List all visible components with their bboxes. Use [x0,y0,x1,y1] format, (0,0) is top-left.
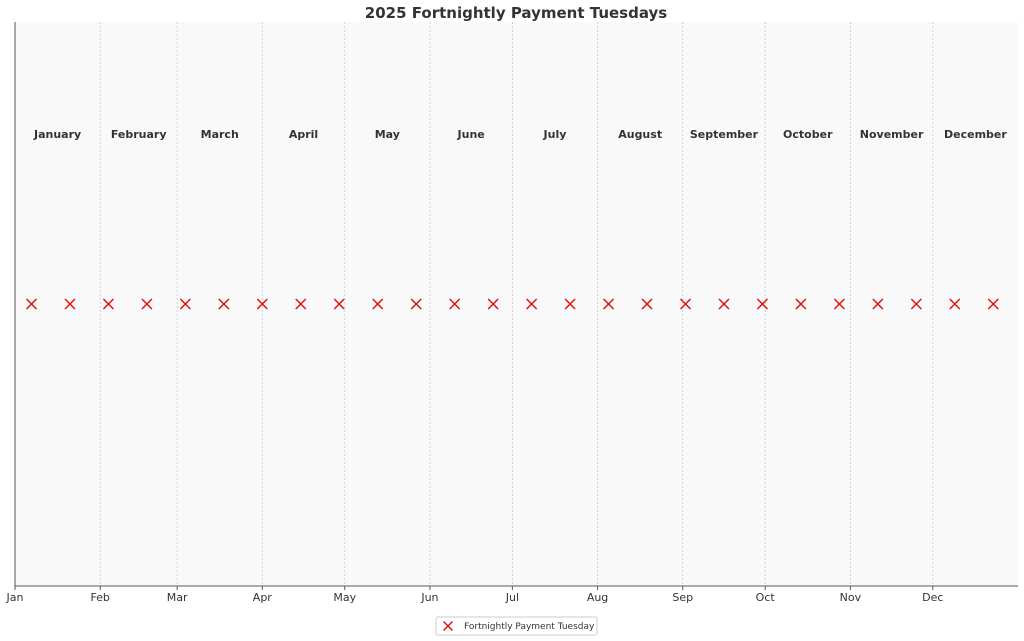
chart-title: 2025 Fortnightly Payment Tuesdays [365,4,667,22]
data-point [526,298,538,310]
data-point [256,298,268,310]
x-tick-label: Jul [505,591,519,604]
data-point [333,298,345,310]
data-point [756,298,768,310]
data-point [603,298,615,310]
x-tick-label: Oct [756,591,776,604]
plot-background [15,22,1018,586]
data-point [64,298,76,310]
month-label: December [944,128,1007,141]
month-label: August [618,128,662,141]
x-tick-label: Nov [840,591,862,604]
data-point [833,298,845,310]
data-point [102,298,114,310]
data-point [795,298,807,310]
data-point [141,298,153,310]
legend: Fortnightly Payment Tuesday [435,616,598,636]
data-point [295,298,307,310]
x-tick-label: Feb [90,591,109,604]
month-label: July [543,128,567,141]
month-label: September [690,128,759,141]
month-label: May [375,128,400,141]
x-axis-ticks: Jan Feb Mar Apr May Jun Jul Aug Sep Oct Nov Dec [6,586,943,604]
data-point [987,298,999,310]
x-tick-label: Apr [253,591,273,604]
month-label: June [457,128,485,141]
data-point [218,298,230,310]
month-label: October [783,128,833,141]
month-label: March [201,128,239,141]
data-point [679,298,692,310]
data-point [910,298,922,310]
month-label: November [860,128,924,141]
data-point [410,298,422,310]
data-point [179,298,191,310]
data-point [25,298,38,310]
legend-box [435,616,598,636]
data-point [564,298,576,310]
data-point [487,298,499,310]
x-tick-label: May [333,591,356,604]
data-point [949,298,961,310]
x-tick-label: Aug [587,591,608,604]
legend-entry-label: Fortnightly Payment Tuesday [464,622,595,632]
month-labels: January February March April May June July Augu… [33,128,1007,141]
data-markers [25,298,999,310]
x-tick-label: Jan [6,591,24,604]
month-label: January [33,128,81,141]
legend-marker-x [442,620,454,632]
x-tick-label: Dec [922,591,943,604]
month-label: February [111,128,167,141]
x-tick-label: Mar [167,591,188,604]
data-point [449,298,461,310]
x-tick-label: Sep [672,591,693,604]
data-point [872,298,884,310]
x-tick-label: Jun [420,591,438,604]
data-point [641,298,653,310]
data-point [372,298,384,310]
month-label: April [289,128,318,141]
data-point [718,298,730,310]
